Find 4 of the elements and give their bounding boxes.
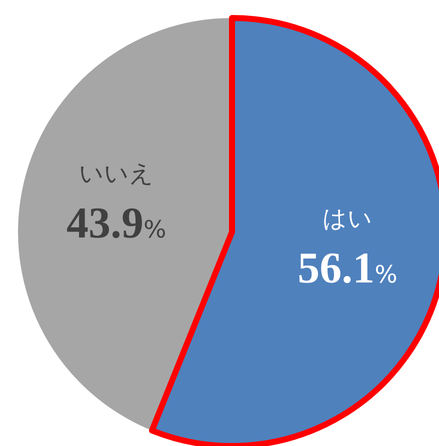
slice-label: いいえ bbox=[78, 160, 154, 188]
slice-label: はい bbox=[322, 205, 373, 232]
data-label: 43.9% bbox=[66, 198, 166, 248]
data-label: 56.1% bbox=[298, 243, 398, 292]
